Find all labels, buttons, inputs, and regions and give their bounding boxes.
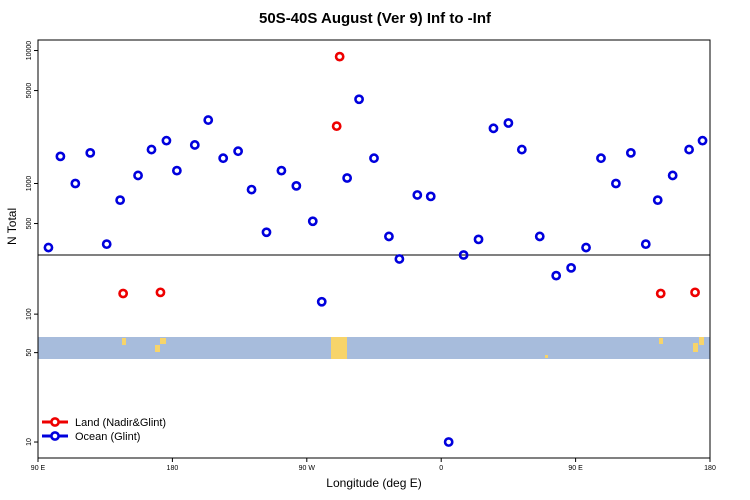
- x-axis-label: Longitude (deg E): [326, 476, 422, 490]
- ocean-point: [354, 94, 364, 105]
- ocean-point: [443, 437, 454, 447]
- x-tick-label: 90 E: [568, 465, 583, 472]
- land-patch: [122, 338, 126, 345]
- ocean-point: [551, 270, 562, 281]
- land-point: [655, 288, 666, 299]
- ocean-point: [307, 216, 318, 227]
- ocean-band: [38, 337, 710, 359]
- ocean-point: [189, 140, 200, 150]
- ocean-point: [625, 147, 636, 158]
- ocean-point: [316, 296, 327, 307]
- x-tick-label: 90 E: [31, 465, 46, 472]
- ocean-point: [233, 146, 244, 157]
- land-patch: [699, 337, 704, 345]
- legend-marker: [50, 431, 60, 441]
- ocean-point: [133, 170, 143, 181]
- ocean-point: [596, 153, 606, 164]
- ocean-point: [473, 234, 484, 245]
- ocean-point: [534, 231, 545, 242]
- legend-marker: [50, 417, 60, 427]
- ocean-point: [115, 195, 126, 206]
- ocean-point: [394, 254, 405, 264]
- ocean-point: [55, 151, 66, 162]
- ocean-point: [85, 147, 96, 158]
- legend: Land (Nadir&Glint) Ocean (Glint): [42, 417, 166, 443]
- ocean-point: [566, 262, 577, 273]
- ocean-point: [218, 153, 229, 164]
- ocean-point: [611, 178, 621, 189]
- chart-title: 50S-40S August (Ver 9) Inf to -Inf: [259, 10, 491, 27]
- ocean-point: [101, 239, 112, 250]
- ocean-point: [516, 144, 527, 155]
- ocean-point: [43, 242, 54, 253]
- points-layer: [43, 51, 708, 447]
- x-tick-label: 180: [704, 465, 716, 472]
- ocean-point: [412, 190, 423, 200]
- ocean-point: [203, 115, 214, 125]
- land-point: [690, 287, 700, 298]
- land-point: [118, 288, 129, 299]
- ocean-point: [70, 178, 81, 189]
- y-tick-label: 100: [26, 308, 33, 320]
- ocean-point: [425, 191, 436, 202]
- y-tick-label: 10000: [26, 41, 33, 61]
- x-tick-label: 90 W: [299, 465, 316, 472]
- y-tick-label: 50: [26, 349, 33, 357]
- land-patch: [155, 345, 160, 352]
- ocean-point: [581, 242, 591, 253]
- ocean-point: [146, 144, 157, 155]
- ocean-point: [276, 165, 287, 176]
- ocean-point: [697, 135, 708, 146]
- ocean-point: [261, 227, 272, 238]
- ocean-point: [384, 231, 394, 242]
- land-point: [334, 51, 345, 62]
- land-patch: [659, 338, 663, 344]
- legend-label: Land (Nadir&Glint): [75, 417, 166, 429]
- land-point: [155, 287, 166, 298]
- plot-frame: [37, 39, 711, 459]
- ocean-point: [640, 239, 651, 250]
- y-tick-label: 1000: [26, 176, 33, 192]
- ocean-point: [488, 123, 499, 134]
- ocean-point: [684, 144, 694, 155]
- land-point: [331, 121, 342, 132]
- ocean-point: [503, 118, 514, 128]
- land-patch: [545, 355, 548, 358]
- ocean-point: [458, 250, 469, 260]
- ocean-point: [667, 170, 678, 181]
- ocean-point: [369, 153, 379, 164]
- land-patch: [693, 343, 698, 352]
- y-tick-label: 10: [26, 438, 33, 446]
- ocean-point: [161, 135, 172, 146]
- x-tick-label: 0: [439, 465, 443, 472]
- axes-layer: 90 E 180 90 W 0 90 E 180 500 1000 5000 10000 10 50 1…: [26, 39, 716, 472]
- land-patch: [160, 338, 166, 344]
- y-tick-label: 5000: [26, 83, 33, 99]
- legend-label: Ocean (Glint): [75, 431, 140, 443]
- ocean-point: [171, 165, 182, 176]
- ocean-band-layer: [38, 337, 710, 359]
- ocean-point: [291, 180, 302, 191]
- x-tick-label: 180: [167, 465, 179, 472]
- y-tick-label: 500: [26, 218, 33, 230]
- land-patch: [331, 337, 347, 359]
- ocean-point: [246, 184, 257, 195]
- ocean-point: [342, 173, 353, 183]
- ocean-point: [652, 195, 663, 206]
